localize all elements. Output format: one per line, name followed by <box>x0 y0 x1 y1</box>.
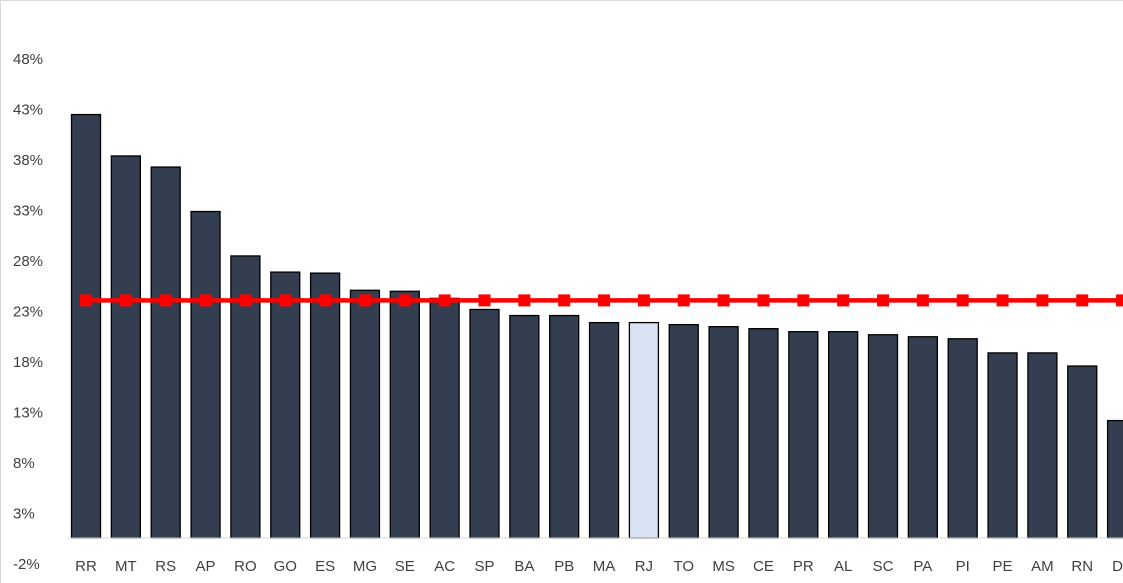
bar-es <box>309 272 341 539</box>
y-tick-label: -2% <box>13 556 40 573</box>
average-marker <box>478 294 491 307</box>
average-marker <box>717 294 730 307</box>
y-tick-label: 48% <box>13 51 43 68</box>
average-marker <box>438 294 451 307</box>
x-tick-label: MS <box>712 558 735 575</box>
x-tick-label: SE <box>395 558 415 575</box>
average-marker <box>877 294 889 307</box>
x-tick-label: ES <box>315 558 335 575</box>
y-tick-label: 38% <box>13 152 43 169</box>
bar-se <box>389 290 420 539</box>
x-tick-label: PE <box>993 558 1013 575</box>
x-tick-label: AL <box>834 558 852 575</box>
bar-sp <box>469 308 500 539</box>
y-tick-label: 28% <box>13 253 43 270</box>
y-tick-label: 43% <box>13 102 43 119</box>
average-marker <box>916 294 929 307</box>
bar-ba <box>509 314 540 539</box>
bar-al <box>828 331 859 539</box>
x-tick-label: RJ <box>635 558 653 575</box>
bar-ce <box>748 328 779 539</box>
average-marker <box>1076 294 1089 307</box>
average-marker <box>398 294 411 307</box>
x-axis: RR MT RS AP RO GO ES MG SE AC SP BA PB MA RJ TO MS CE PR AL… <box>67 537 1123 575</box>
bar-rs <box>150 166 181 539</box>
bar-pb <box>549 314 580 539</box>
bar-sc <box>867 334 899 539</box>
bar-rj <box>628 321 660 539</box>
average-line-series <box>80 294 1123 307</box>
bar-pa <box>907 336 938 539</box>
average-marker <box>797 294 810 307</box>
x-tick-label: AP <box>196 558 216 575</box>
x-tick-label: MG <box>353 558 377 575</box>
bar-ac <box>429 297 460 539</box>
bar-ma <box>588 321 620 539</box>
x-tick-label: GO <box>274 558 297 575</box>
x-tick-label: BA <box>514 558 534 575</box>
x-tick-label: DF <box>1112 558 1123 575</box>
x-tick-label: RN <box>1071 558 1093 575</box>
x-tick-label: RS <box>155 558 176 575</box>
bar-pi <box>947 338 978 539</box>
x-tick-label: PA <box>913 558 932 575</box>
bar-ap <box>190 210 221 539</box>
average-marker <box>199 294 212 307</box>
x-tick-label: MA <box>593 558 616 575</box>
x-tick-label: PR <box>793 558 814 575</box>
average-marker <box>1036 294 1049 307</box>
x-tick-label: SP <box>474 558 494 575</box>
x-tick-label: AM <box>1031 558 1054 575</box>
y-tick-label: 3% <box>13 506 35 523</box>
average-marker <box>677 294 690 307</box>
average-marker <box>956 294 969 307</box>
average-marker <box>279 294 292 307</box>
x-tick-label: MT <box>115 558 137 575</box>
x-tick-label: RR <box>75 558 97 575</box>
average-marker <box>837 294 850 307</box>
bar-am <box>1027 352 1058 539</box>
bar-pr <box>788 331 819 539</box>
y-tick-label: 13% <box>13 405 43 422</box>
bar-pe <box>987 352 1018 539</box>
average-marker <box>757 294 770 307</box>
x-tick-label: AC <box>434 558 455 575</box>
average-marker <box>239 294 252 307</box>
average-marker <box>319 294 332 307</box>
average-marker <box>358 294 371 307</box>
bar-to <box>668 323 699 539</box>
bar-rn <box>1067 365 1098 539</box>
bar-rr <box>70 113 102 539</box>
average-marker <box>80 294 92 307</box>
x-tick-label: RO <box>234 558 257 575</box>
x-tick-label: SC <box>873 558 894 575</box>
y-tick-label: 8% <box>13 455 35 472</box>
bar-mt <box>110 155 141 539</box>
average-marker <box>558 294 571 307</box>
average-marker <box>598 294 611 307</box>
average-marker <box>119 294 132 307</box>
bar-mg <box>349 289 381 539</box>
y-tick-label: 23% <box>13 304 43 321</box>
bar-series <box>70 113 1123 539</box>
average-marker <box>159 294 172 307</box>
x-tick-label: PI <box>956 558 970 575</box>
average-marker <box>996 294 1009 307</box>
average-marker <box>637 294 650 307</box>
y-axis: -2% 3% 8% 13% 18% 23% 28% 33% 38% 43% 48% <box>13 51 43 573</box>
average-marker <box>518 294 531 307</box>
bar-go <box>270 271 301 539</box>
x-tick-label: CE <box>753 558 774 575</box>
bar-ms <box>708 325 739 539</box>
x-tick-label: TO <box>673 558 694 575</box>
average-marker <box>1116 294 1123 307</box>
x-tick-label: PB <box>554 558 574 575</box>
bar-df <box>1106 419 1123 539</box>
y-tick-label: 33% <box>13 203 43 220</box>
y-tick-label: 18% <box>13 354 43 371</box>
